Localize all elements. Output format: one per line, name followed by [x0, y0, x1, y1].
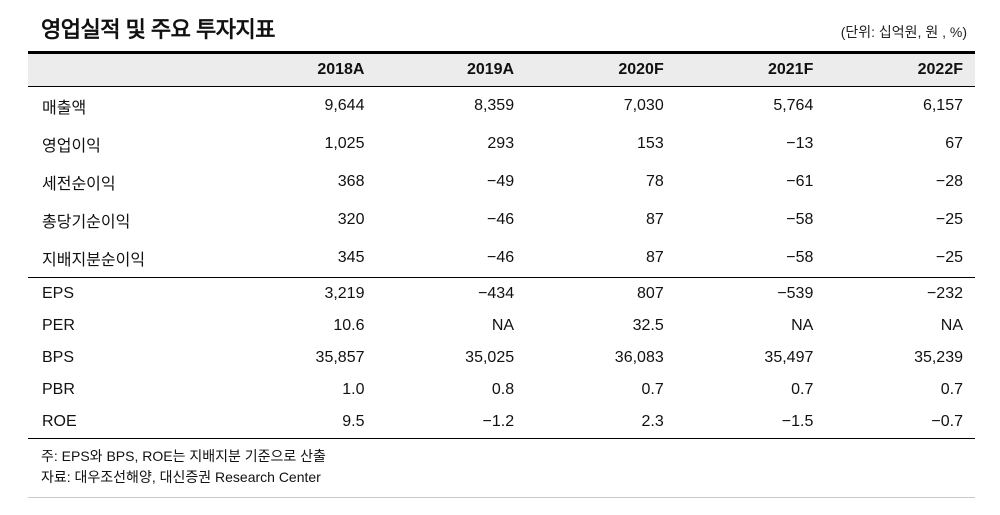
- report-table-section: 영업실적 및 주요 투자지표 (단위: 십억원, 원 , %) 2018A 201…: [28, 10, 975, 498]
- value-cell: 7,030: [623, 97, 664, 114]
- header-row: 2018A 2019A 2020F 2021F 2022F: [28, 52, 975, 87]
- year-column-header: 2022F: [917, 61, 963, 78]
- row-label: 영업이익: [42, 138, 101, 155]
- table-row: 총당기순이익 320 −46 87 −58 −25: [28, 201, 975, 239]
- table-row: PER 10.6 NA 32.5 NA NA: [28, 310, 975, 342]
- value-cell: 0.7: [641, 381, 664, 398]
- income-statement-group: 매출액 9,644 8,359 7,030 5,764 6,157 영업이익 1,025 293…: [28, 87, 975, 278]
- value-cell: 153: [637, 135, 664, 152]
- value-cell: −1.2: [482, 413, 515, 430]
- value-cell: −25: [935, 211, 963, 228]
- value-cell: 35,025: [465, 349, 515, 366]
- table-row: ROE 9.5 −1.2 2.3 −1.5 −0.7: [28, 406, 975, 439]
- unit-note: (단위: 십억원, 원 , %): [840, 24, 967, 40]
- page-title: 영업실적 및 주요 투자지표: [41, 17, 275, 42]
- value-cell: NA: [791, 317, 814, 334]
- value-cell: 0.7: [940, 381, 963, 398]
- value-cell: 35,857: [315, 349, 365, 366]
- value-cell: 35,497: [764, 349, 814, 366]
- row-label: EPS: [42, 285, 75, 302]
- value-cell: 10.6: [333, 317, 365, 334]
- value-cell: −46: [486, 211, 515, 228]
- value-cell: 67: [945, 135, 963, 152]
- value-cell: NA: [940, 317, 963, 334]
- row-label: 지배지분순이익: [42, 252, 146, 269]
- value-cell: 87: [645, 249, 664, 266]
- value-cell: −13: [786, 135, 814, 152]
- table-row: 지배지분순이익 345 −46 87 −58 −25: [28, 239, 975, 278]
- value-cell: −25: [935, 249, 963, 266]
- row-label: 총당기순이익: [42, 214, 131, 231]
- value-cell: −58: [786, 249, 814, 266]
- value-cell: −0.7: [931, 413, 963, 430]
- value-cell: 0.8: [491, 381, 515, 398]
- value-cell: 8,359: [474, 97, 515, 114]
- value-cell: 345: [337, 249, 365, 266]
- financial-table: 2018A 2019A 2020F 2021F 2022F 매출액 9,644 8,359 7…: [28, 51, 975, 439]
- footnote-note: 주: EPS와 BPS, ROE는 지배지분 기준으로 산출: [41, 448, 326, 464]
- value-cell: 293: [487, 135, 515, 152]
- title-row: 영업실적 및 주요 투자지표 (단위: 십억원, 원 , %): [28, 10, 975, 51]
- value-cell: NA: [491, 317, 515, 334]
- row-label: PER: [42, 317, 75, 334]
- value-cell: −232: [926, 285, 963, 302]
- value-cell: −61: [786, 173, 814, 190]
- table-row: 영업이익 1,025 293 153 −13 67: [28, 125, 975, 163]
- table-header: 2018A 2019A 2020F 2021F 2022F: [28, 52, 975, 87]
- footnote-source: 자료: 대우조선해양, 대신증권 Research Center: [41, 469, 321, 485]
- year-column-header: 2019A: [466, 61, 515, 78]
- value-cell: 32.5: [632, 317, 664, 334]
- value-cell: −49: [486, 173, 515, 190]
- value-cell: 87: [645, 211, 664, 228]
- bottom-divider: [28, 497, 975, 498]
- value-cell: 368: [337, 173, 365, 190]
- table-row: 세전순이익 368 −49 78 −61 −28: [28, 163, 975, 201]
- value-cell: 0.7: [791, 381, 814, 398]
- value-cell: 1,025: [324, 135, 365, 152]
- footnotes: 주: EPS와 BPS, ROE는 지배지분 기준으로 산출 자료: 대우조선해…: [28, 439, 975, 488]
- value-cell: −58: [786, 211, 814, 228]
- row-label: BPS: [42, 349, 75, 366]
- row-label: 세전순이익: [42, 176, 116, 193]
- value-cell: −1.5: [781, 413, 814, 430]
- table-row: EPS 3,219 −434 807 −539 −232: [28, 278, 975, 311]
- value-cell: 320: [337, 211, 365, 228]
- row-label: ROE: [42, 413, 77, 430]
- year-column-header: 2018A: [317, 61, 365, 78]
- row-label-header: [28, 53, 227, 87]
- table-row: BPS 35,857 35,025 36,083 35,497 35,239: [28, 342, 975, 374]
- table-row: PBR 1.0 0.8 0.7 0.7 0.7: [28, 374, 975, 406]
- value-cell: 9.5: [342, 413, 365, 430]
- value-cell: −28: [935, 173, 963, 190]
- year-column-header: 2020F: [618, 61, 664, 78]
- value-cell: 9,644: [324, 97, 365, 114]
- value-cell: −539: [777, 285, 814, 302]
- valuation-metrics-group: EPS 3,219 −434 807 −539 −232 PER 10.6 NA 32.5 NA NA…: [28, 278, 975, 439]
- value-cell: −46: [486, 249, 515, 266]
- value-cell: −434: [478, 285, 515, 302]
- year-column-header: 2021F: [767, 61, 814, 78]
- value-cell: 78: [645, 173, 664, 190]
- value-cell: 2.3: [641, 413, 664, 430]
- row-label: PBR: [42, 381, 75, 398]
- value-cell: 6,157: [922, 97, 963, 114]
- table-row: 매출액 9,644 8,359 7,030 5,764 6,157: [28, 87, 975, 126]
- value-cell: 807: [637, 285, 664, 302]
- value-cell: 5,764: [773, 97, 814, 114]
- value-cell: 35,239: [914, 349, 963, 366]
- value-cell: 3,219: [324, 285, 365, 302]
- value-cell: 1.0: [342, 381, 365, 398]
- value-cell: 36,083: [614, 349, 664, 366]
- row-label: 매출액: [42, 100, 87, 117]
